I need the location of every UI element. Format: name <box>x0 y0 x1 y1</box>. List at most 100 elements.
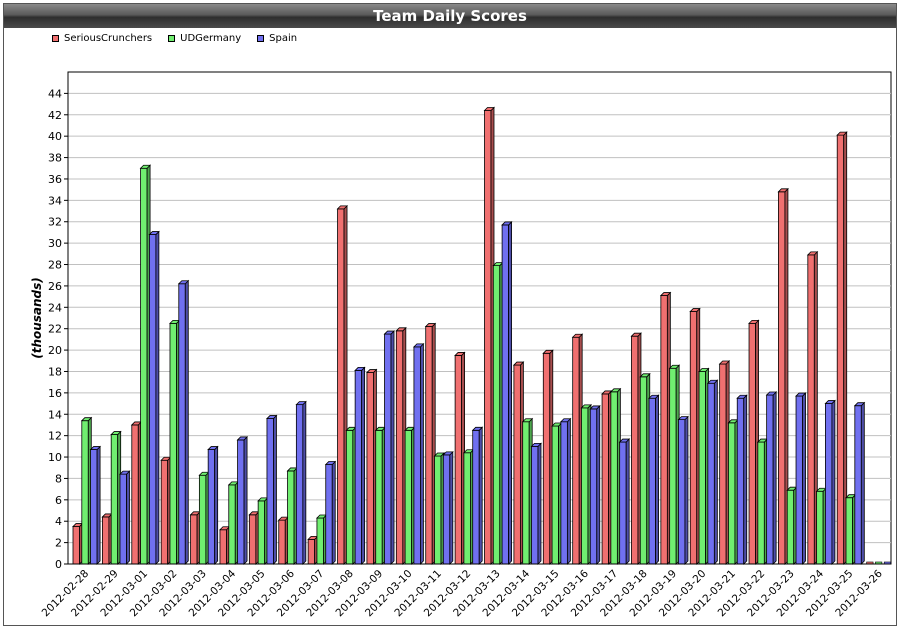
bar-front <box>278 519 286 565</box>
bar <box>777 187 789 565</box>
legend-label-spain: Spain <box>269 33 298 44</box>
bar <box>571 333 584 565</box>
bar <box>765 391 778 565</box>
bar-front <box>707 382 715 565</box>
bar-front <box>307 539 316 565</box>
legend-item-udgermany: UDGermany <box>168 33 241 44</box>
bar <box>404 426 416 565</box>
bar <box>257 496 269 565</box>
bar-front <box>639 376 648 565</box>
bar-front <box>678 419 686 565</box>
legend-swatch-spain <box>257 35 265 42</box>
bar <box>542 349 554 565</box>
y-tick-label: 6 <box>55 494 62 507</box>
y-tick-label: 30 <box>48 237 62 250</box>
bar-side <box>802 392 806 565</box>
bar-front <box>207 449 216 565</box>
bar-front <box>728 422 736 565</box>
bar <box>207 445 219 565</box>
bar-top <box>265 415 278 419</box>
bar-top <box>89 446 102 450</box>
bar-top <box>395 327 407 332</box>
bar <box>706 379 719 565</box>
bar <box>668 364 681 565</box>
bar-front <box>384 333 392 565</box>
bar-front <box>90 449 98 565</box>
bar <box>815 487 828 565</box>
bar-top <box>589 405 601 410</box>
bar-front <box>689 311 698 565</box>
bar-front <box>484 110 492 565</box>
y-tick-label: 16 <box>48 387 62 400</box>
bar-top <box>454 352 466 356</box>
bar <box>492 261 504 565</box>
bar-front <box>669 367 677 565</box>
bar-front <box>178 283 186 565</box>
bar-front <box>778 191 786 565</box>
bar-side <box>713 379 718 565</box>
bar-front <box>425 326 433 565</box>
bar-front <box>854 405 862 565</box>
bar-front <box>501 224 510 565</box>
bar-front <box>472 429 480 565</box>
bar-top <box>295 401 307 406</box>
bar <box>395 326 407 565</box>
bar-top <box>501 221 513 226</box>
bar <box>609 387 622 565</box>
bar-side <box>625 438 630 565</box>
bar <box>80 416 93 565</box>
bar-front <box>237 439 245 565</box>
bar <box>521 417 534 565</box>
legend-label-seriouscrunchers: SeriousCrunchers <box>64 33 153 44</box>
bar-front <box>190 514 198 565</box>
bar-front <box>807 254 815 565</box>
bar-front <box>660 295 668 565</box>
bar-top <box>824 400 836 404</box>
bar <box>718 360 731 565</box>
bar-top <box>736 394 748 399</box>
bar <box>277 516 290 565</box>
bar-front <box>551 425 559 565</box>
bar-front <box>845 497 853 565</box>
bar-top <box>571 333 584 338</box>
bar-top <box>777 188 789 193</box>
bar <box>824 399 836 565</box>
bar-side <box>596 404 601 565</box>
bar-front <box>786 489 795 565</box>
bar <box>139 164 152 565</box>
bar-top <box>483 107 495 111</box>
bar <box>756 438 769 565</box>
bar <box>659 291 672 565</box>
bar <box>148 230 160 565</box>
bar-front <box>836 134 845 565</box>
bar-top <box>677 416 689 421</box>
bar <box>265 414 278 565</box>
bar <box>580 403 592 565</box>
bar-top <box>236 436 249 441</box>
bar <box>462 448 475 565</box>
bar-top <box>718 360 731 365</box>
y-tick-label: 8 <box>55 472 62 485</box>
bar-side <box>96 445 101 565</box>
bar <box>412 342 425 565</box>
bar <box>236 435 249 565</box>
bar <box>559 417 572 565</box>
bar-front <box>375 429 383 565</box>
bar <box>845 493 857 565</box>
bar-top <box>521 418 534 423</box>
bar-top <box>659 292 672 296</box>
bar-top <box>765 391 778 396</box>
chart-title: Team Daily Scores <box>4 4 896 28</box>
bar <box>336 204 349 565</box>
bar <box>286 466 299 565</box>
y-tick-label: 36 <box>48 173 62 186</box>
bar-top <box>630 332 642 337</box>
y-tick-label: 38 <box>48 152 62 165</box>
bar-side <box>126 470 130 565</box>
y-tick-label: 44 <box>48 87 62 100</box>
bar <box>227 480 240 565</box>
bar-top <box>618 438 631 443</box>
bar <box>365 368 378 565</box>
bar-top <box>365 369 378 373</box>
